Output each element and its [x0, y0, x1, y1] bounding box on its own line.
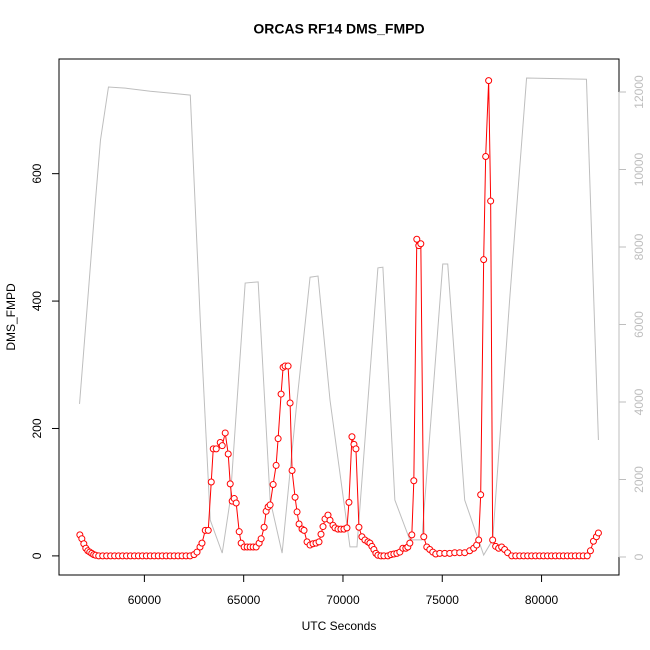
data-point [482, 152, 490, 160]
data-point [594, 529, 602, 537]
data-point [315, 538, 323, 546]
y2-tick-label: 10000 [632, 152, 646, 186]
y2-tick-label: 8000 [632, 233, 646, 260]
data-point [487, 197, 495, 205]
y2-tick-label: 4000 [632, 388, 646, 415]
x-tick-label: 60000 [128, 593, 162, 607]
data-point [291, 493, 299, 501]
y2-tick-label: 0 [632, 553, 646, 560]
data-point [224, 450, 232, 458]
data-point [477, 491, 485, 499]
data-point [272, 461, 280, 469]
data-point [235, 528, 243, 536]
x-tick-label: 65000 [227, 593, 261, 607]
data-point [300, 526, 308, 534]
data-point [586, 547, 594, 555]
chart-title: ORCAS RF14 DMS_FMPD [253, 21, 424, 37]
data-point [352, 445, 360, 453]
data-point [317, 530, 325, 538]
data-point [345, 498, 353, 506]
data-point [269, 481, 277, 489]
data-point [274, 435, 282, 443]
data-point [408, 531, 416, 539]
y-tick-label: 400 [30, 291, 44, 311]
data-point [319, 523, 327, 531]
x-tick-label: 80000 [525, 593, 559, 607]
data-point [212, 445, 220, 453]
data-point [406, 539, 414, 547]
y-tick-label: 200 [30, 418, 44, 438]
data-point [475, 536, 483, 544]
data-point [260, 523, 268, 531]
data-point [207, 478, 215, 486]
data-point [277, 390, 285, 398]
data-point [232, 499, 240, 507]
data-point [413, 235, 421, 243]
data-point [221, 429, 229, 437]
data-point [480, 256, 488, 264]
data-point [226, 480, 234, 488]
data-point [218, 442, 226, 450]
data-point [295, 520, 303, 528]
y2-tick-label: 2000 [632, 466, 646, 493]
data-point [417, 240, 425, 248]
data-point [198, 539, 206, 547]
data-point [410, 477, 418, 485]
data-point [326, 516, 334, 524]
y-tick-label: 0 [30, 552, 44, 559]
x-axis-label: UTC Seconds [302, 619, 377, 633]
data-point [286, 399, 294, 407]
data-point [485, 77, 493, 85]
data-point [284, 362, 292, 370]
series-line [79, 77, 599, 557]
x-tick-label: 70000 [326, 593, 360, 607]
y2-tick-label: 6000 [632, 311, 646, 338]
data-point [288, 467, 296, 475]
data-point [257, 535, 265, 543]
y-axis-label: DMS_FMPD [4, 283, 18, 351]
data-point [420, 533, 428, 541]
data-point [355, 523, 363, 531]
data-point [266, 501, 274, 509]
x-tick-label: 75000 [426, 593, 460, 607]
y-tick-label: 600 [30, 163, 44, 183]
data-point [193, 548, 201, 556]
data-point [583, 552, 591, 560]
y2-tick-label: 12000 [632, 75, 646, 109]
data-point [204, 526, 212, 534]
data-point [348, 433, 356, 441]
data-point [293, 508, 301, 516]
data-point [489, 536, 497, 544]
data-point [343, 524, 351, 532]
